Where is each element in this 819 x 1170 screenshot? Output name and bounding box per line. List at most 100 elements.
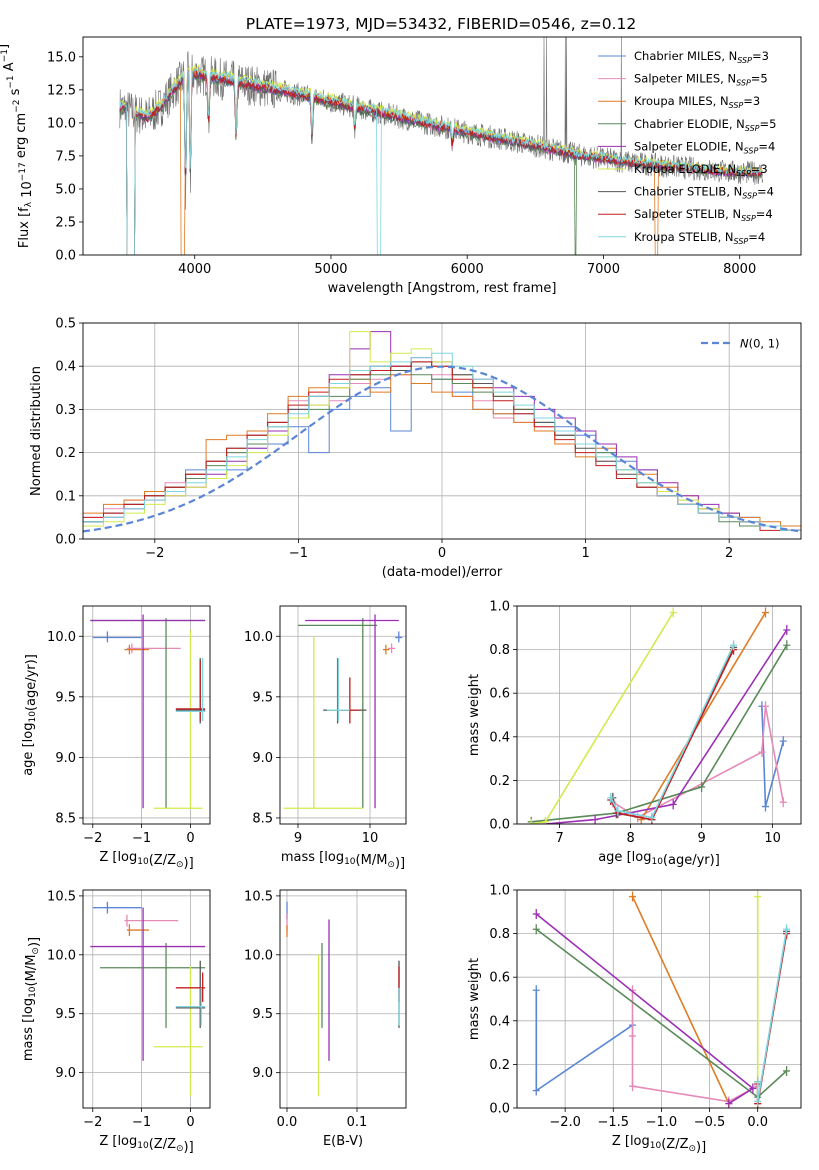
age-mass-panel: 9 10 8.5 9.0 9.5 10.0 mass [log10(M/M⊙)]: [244, 605, 407, 871]
mass-weight-metallicity-panel: −2.0 −1.5 −1.0 −0.5 0.0 0.0 0.2 0.4 0.6 0.8 1.0 Z […: [467, 884, 802, 1155]
errorbar-kroupa-miles: [382, 644, 390, 655]
y-tick-label: 0.8: [489, 927, 510, 942]
axes: −2 −1 0 1 2 0.0 0.1 0.2 0.3 0.4 0.5 (data-model)/er…: [29, 317, 802, 580]
plot-area: [286, 901, 400, 1097]
y-tick-label: 9.0: [252, 1066, 273, 1081]
figure-title: PLATE=1973, MJD=53432, FIBERID=0546, z=0…: [246, 15, 636, 33]
axes: 0.0 0.1 9.0 9.5 10.0 10.5 E(B-V): [244, 889, 407, 1149]
y-tick-label: 0.0: [55, 533, 76, 548]
legend-entry-chabrier-elodie: Chabrier ELODIE, NSSP=5: [634, 117, 776, 133]
weight-marker: [762, 607, 769, 618]
weight-marker: [629, 891, 637, 902]
axes-frame: [82, 889, 211, 1109]
weight-marker: [532, 1085, 540, 1096]
y-tick-label: 2.5: [55, 215, 76, 230]
x-axis-label: mass [log10(M/M⊙)]: [281, 850, 405, 871]
weight-path: [545, 629, 788, 824]
y-tick-label: 12.5: [47, 83, 76, 98]
x-tick-label: 8: [626, 831, 634, 846]
x-axis-label: Z [log10(Z/Z⊙)]: [99, 850, 193, 871]
weight-line-salpeter-miles: [629, 985, 762, 1107]
weight-marker: [532, 985, 540, 996]
weight-marker: [758, 747, 766, 758]
legend-entry-chabrier-stelib: Chabrier STELIB, NSSP=4: [634, 185, 774, 201]
legend-entry-salpeter-miles: Salpeter MILES, NSSP=5: [634, 72, 768, 88]
plot-area: [283, 614, 403, 809]
weight-marker: [779, 797, 787, 808]
y-tick-label: 0.6: [489, 971, 510, 986]
y-tick-label: 10.0: [244, 948, 273, 963]
errorbar-chabrier-miles: [92, 901, 142, 914]
errorbar-kroupa-miles: [126, 924, 149, 936]
x-axis-label: age [log10(age/yr)]: [598, 850, 720, 868]
plot-area: [90, 901, 206, 1097]
y-tick-label: 0.0: [55, 249, 76, 264]
y-tick-label: 5.0: [55, 182, 76, 197]
legend-entry-normal: N(0, 1): [740, 337, 780, 351]
weight-marker: [607, 792, 615, 803]
x-tick-label: −2: [83, 1115, 102, 1130]
x-tick-label: −1.5: [597, 1115, 629, 1130]
x-tick-label: 4000: [178, 262, 211, 277]
weight-marker: [783, 640, 791, 651]
weight-marker: [532, 908, 540, 919]
histogram-kroupa-stelib: [83, 352, 801, 539]
weight-marker: [669, 799, 677, 810]
errorbar-salpeter-miles: [124, 914, 179, 927]
y-tick-label: 9.5: [252, 1007, 273, 1022]
plot-area: [527, 607, 791, 824]
grid-lines: [280, 606, 406, 824]
errorbar-chabrier-miles: [92, 631, 142, 643]
weight-marker: [637, 814, 645, 824]
errorbar-salpeter-miles: [388, 643, 396, 654]
y-tick-label: 10.5: [244, 889, 273, 904]
model-line-chabrier-stelib: [119, 72, 763, 255]
model-line-kroupa-miles: [119, 68, 763, 255]
y-tick-label: 10.0: [47, 630, 76, 645]
errorbar-kroupa-stelib: [175, 987, 206, 1026]
y-tick-label: 15.0: [47, 50, 76, 65]
errorbar-kroupa-stelib: [326, 658, 350, 722]
weight-line-kroupa-miles: [629, 891, 733, 1108]
plot-area: [532, 891, 791, 1108]
y-tick-label: 1.0: [489, 884, 510, 899]
weight-marker: [527, 819, 535, 824]
x-tick-label: −1: [289, 546, 308, 561]
x-axis-label: Z [log10(Z/Z⊙)]: [99, 1134, 193, 1155]
y-tick-label: 0.4: [489, 730, 510, 745]
weight-marker: [779, 736, 787, 747]
axes-frame: [82, 36, 802, 256]
axes-frame: [516, 889, 802, 1109]
y-axis-label: mass weight: [467, 674, 482, 756]
normal-curve: [83, 365, 801, 533]
weight-path: [535, 913, 755, 1105]
weight-line-salpeter-stelib: [607, 644, 738, 824]
x-tick-label: −1: [132, 831, 151, 846]
x-tick-label: −2.0: [549, 1115, 581, 1130]
axes: 7 8 9 10 0.0 0.2 0.4 0.6 0.8 1.0 age [log10(age/yr…: [467, 600, 802, 868]
weight-marker: [762, 701, 769, 712]
weight-path: [535, 990, 633, 1093]
errorbar-salpeter-elodie: [90, 907, 206, 1061]
y-tick-label: 0.4: [489, 1014, 510, 1029]
y-tick-label: 10.0: [47, 116, 76, 131]
y-tick-label: 0.1: [55, 489, 76, 504]
spectrum-legend: Chabrier MILES, NSSP=3 Salpeter MILES, NS…: [598, 49, 776, 246]
errorbar-chabrier-elodie: [90, 618, 206, 809]
x-tick-label: 6000: [451, 262, 484, 277]
errorbar-chabrier-elodie: [298, 618, 378, 809]
weight-line-chabrier-elodie: [527, 640, 791, 824]
x-tick-label: 2: [725, 546, 733, 561]
weight-marker: [591, 814, 599, 824]
errorbar-chabrier-stelib: [323, 658, 367, 724]
x-tick-label: −2: [83, 831, 102, 846]
legend-entry-salpeter-elodie: Salpeter ELODIE, NSSP=4: [634, 139, 775, 155]
weight-marker: [754, 891, 762, 902]
y-tick-label: 1.0: [489, 600, 510, 615]
weight-path: [531, 612, 674, 824]
weight-marker: [698, 781, 706, 792]
axes: 4000 5000 6000 7000 8000 0.0 2.5 5.0 7.5 10.0 12.5…: [0, 36, 802, 296]
x-axis-label: wavelength [Angstrom, rest frame]: [328, 281, 557, 296]
weight-marker: [648, 812, 656, 823]
weight-line-kroupa-miles: [637, 607, 769, 824]
